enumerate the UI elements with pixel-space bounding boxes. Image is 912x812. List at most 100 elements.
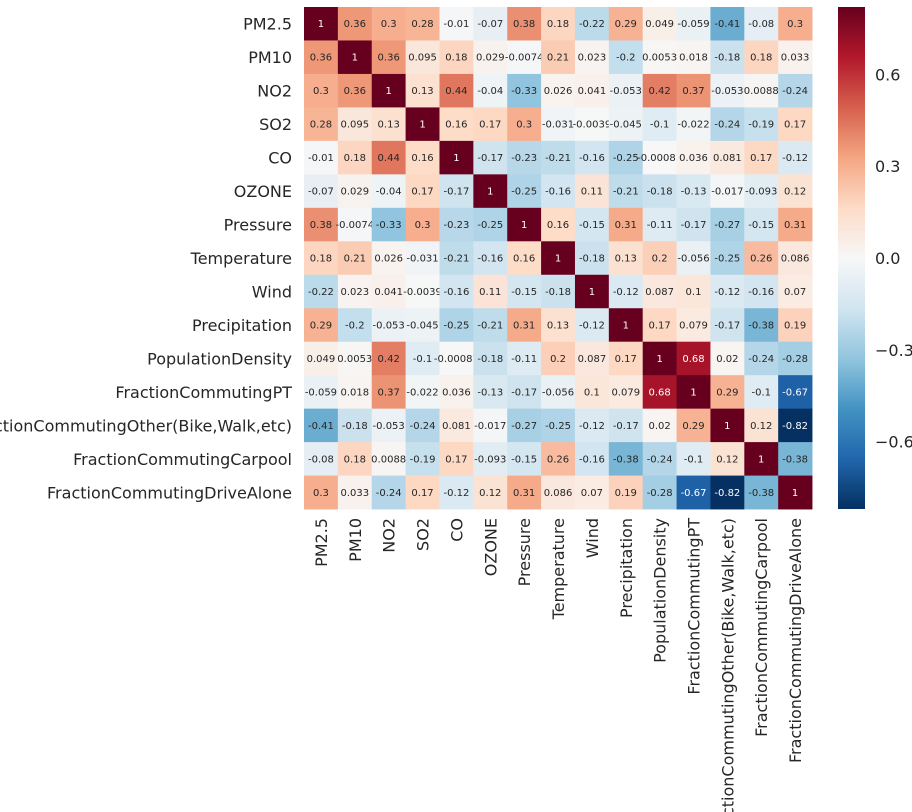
heatmap-cell-label: 0.049 xyxy=(307,354,336,365)
heatmap-cell-label: 1 xyxy=(385,86,391,97)
heatmap-cell xyxy=(405,7,440,41)
heatmap-cell xyxy=(676,7,711,41)
heatmap-cell-label: -0.12 xyxy=(714,287,740,298)
row-label: SO2 xyxy=(259,115,292,134)
heatmap-cell xyxy=(337,408,373,443)
heatmap-cell xyxy=(405,341,440,376)
heatmap-cell xyxy=(676,274,711,309)
heatmap-cell-label: 0.3 xyxy=(415,220,431,231)
heatmap-cell-label: 0.29 xyxy=(310,320,332,331)
heatmap-cell-label: -0.17 xyxy=(714,320,740,331)
heatmap-cell xyxy=(574,7,610,41)
heatmap-cell xyxy=(574,375,610,410)
heatmap-cell-label: 0.3 xyxy=(381,19,397,30)
heatmap-cell xyxy=(304,241,339,276)
heatmap-cell xyxy=(405,40,440,75)
heatmap-cell-label: -0.25 xyxy=(443,320,469,331)
heatmap-cell xyxy=(574,274,610,309)
heatmap-cell xyxy=(574,442,610,476)
heatmap-cell-label: -0.022 xyxy=(406,387,438,398)
heatmap-cell-label: -0.04 xyxy=(477,86,503,97)
heatmap-cell-label: -0.25 xyxy=(511,187,537,198)
heatmap-cell xyxy=(778,207,813,242)
heatmap-cell-label: 0.13 xyxy=(547,320,569,331)
heatmap-cell xyxy=(608,207,644,242)
heatmap-cell xyxy=(778,107,813,142)
heatmap-cell-label: -0.04 xyxy=(376,187,402,198)
colorbar: 0.6 0.3 0.0 −0.3 −0.6 xyxy=(838,7,912,509)
heatmap-cell xyxy=(744,442,779,476)
heatmap-cell xyxy=(541,207,576,242)
heatmap-cell-label: -0.12 xyxy=(579,421,605,432)
column-label: FractionCommutingDriveAlone xyxy=(786,518,805,763)
heatmap-cell xyxy=(473,274,508,309)
heatmap-cell xyxy=(439,341,474,376)
heatmap-cell xyxy=(710,442,745,476)
heatmap-cell-label: 0.026 xyxy=(544,86,573,97)
heatmap-cell-label: 0.26 xyxy=(750,254,772,265)
heatmap-cell-label: 1 xyxy=(792,488,798,499)
heatmap-cell-label: -0.11 xyxy=(647,220,673,231)
heatmap-cell-label: -0.017 xyxy=(474,421,506,432)
heatmap-cell-label: 0.31 xyxy=(615,220,637,231)
heatmap-cell xyxy=(778,241,813,276)
heatmap-cell xyxy=(642,107,677,142)
heatmap-cell-label: -0.17 xyxy=(477,153,503,164)
heatmap-cell-label: -0.33 xyxy=(511,86,537,97)
column-label: FractionCommutingCarpool xyxy=(752,518,771,737)
heatmap-cell xyxy=(405,107,440,142)
column-label: Temperature xyxy=(549,518,568,620)
heatmap-cell xyxy=(710,408,745,443)
heatmap-cell-label: -0.15 xyxy=(748,220,774,231)
heatmap-cell-label: -0.16 xyxy=(579,153,605,164)
heatmap-cell-label: -0.12 xyxy=(613,287,639,298)
heatmap-cell-label: -0.00087 xyxy=(434,354,479,365)
heatmap-cell xyxy=(304,341,339,376)
heatmap-cell xyxy=(507,140,542,175)
heatmap-cell xyxy=(405,174,440,209)
heatmap-cell-label: 0.0053 xyxy=(337,354,372,365)
heatmap-cell xyxy=(744,207,779,242)
heatmap-cell-label: -0.053 xyxy=(373,320,405,331)
heatmap-cell-label: -0.27 xyxy=(714,220,740,231)
heatmap-cell xyxy=(574,341,610,376)
heatmap-cell xyxy=(642,341,677,376)
heatmap-cell-label: 0.31 xyxy=(513,320,535,331)
heatmap-cell-label: -0.25 xyxy=(714,254,740,265)
heatmap-cell xyxy=(337,442,373,476)
heatmap-cell xyxy=(439,408,474,443)
heatmap-cell xyxy=(304,274,339,309)
heatmap-cell-label: 0.2 xyxy=(652,254,668,265)
heatmap-cell-label: -0.1 xyxy=(684,454,704,465)
heatmap-cell-label: 0.31 xyxy=(513,488,535,499)
heatmap-cell xyxy=(371,140,407,175)
heatmap-cell-label: -0.18 xyxy=(579,254,605,265)
heatmap-cell xyxy=(405,274,440,309)
heatmap-cell-label: 0.68 xyxy=(682,354,704,365)
heatmap-cell-label: -0.24 xyxy=(748,354,774,365)
heatmap-cell-label: -0.19 xyxy=(410,454,436,465)
heatmap-cell xyxy=(439,442,474,476)
heatmap-cell xyxy=(608,341,644,376)
heatmap-cell xyxy=(778,375,813,410)
heatmap-cell xyxy=(473,40,508,75)
heatmap-cell xyxy=(710,107,745,142)
heatmap-cell-label: 0.023 xyxy=(340,287,369,298)
row-label: PM10 xyxy=(248,48,292,67)
heatmap-cell xyxy=(608,475,644,510)
heatmap-cell xyxy=(778,475,813,510)
heatmap-cell xyxy=(371,207,407,242)
heatmap-cell-label: -0.059 xyxy=(305,387,337,398)
heatmap-cell xyxy=(744,40,779,75)
heatmap-cell xyxy=(778,408,813,443)
heatmap-cell-label: 0.29 xyxy=(716,387,738,398)
heatmap-cell-label: 1 xyxy=(623,320,629,331)
heatmap-cell-label: 1 xyxy=(352,53,358,64)
heatmap-cell-label: 1 xyxy=(453,153,459,164)
heatmap-cell xyxy=(371,475,407,510)
heatmap-cell-label: 0.44 xyxy=(378,153,400,164)
heatmap-cell xyxy=(304,7,339,41)
heatmap-cell-label: 0.036 xyxy=(679,153,708,164)
heatmap-cell-label: 0.12 xyxy=(716,454,738,465)
